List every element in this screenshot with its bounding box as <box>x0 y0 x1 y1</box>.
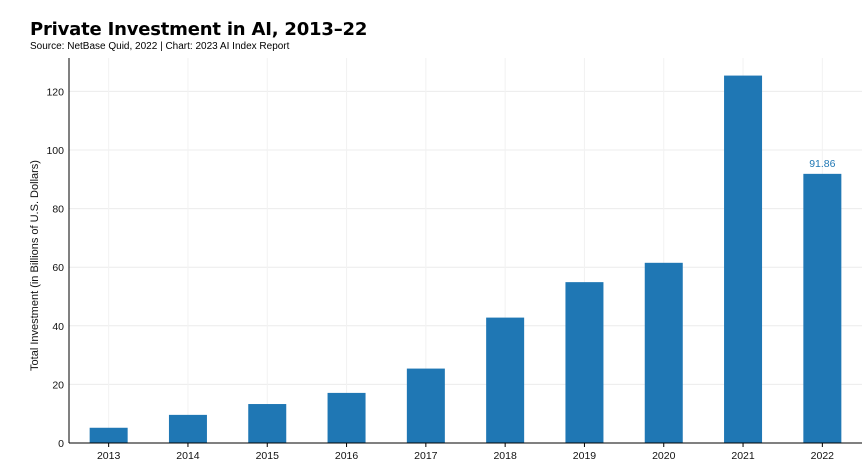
bar-2013 <box>89 427 128 443</box>
x-tick-label: 2013 <box>97 450 121 462</box>
x-tick-label: 2020 <box>652 450 676 462</box>
x-axis-ticks: 2013 2014 2015 2016 2017 2018 2019 2020 2021 2022 <box>97 443 834 462</box>
y-axis-label: Total Investment (in Billions of U.S. Do… <box>29 160 41 371</box>
bar-2016 <box>327 392 366 443</box>
x-tick-label: 2021 <box>731 450 755 462</box>
y-tick-label: 0 <box>58 438 64 450</box>
y-tick-label: 100 <box>46 145 64 157</box>
x-tick-label: 2019 <box>573 450 597 462</box>
bar-2014 <box>168 414 207 443</box>
x-tick-label: 2017 <box>414 450 438 462</box>
bar-2020 <box>644 262 683 443</box>
bar-2022 <box>803 173 842 443</box>
bar-2017 <box>406 368 445 443</box>
bars <box>89 75 842 443</box>
x-tick-label: 2018 <box>493 450 517 462</box>
chart-title: Private Investment in AI, 2013–22 <box>30 19 368 40</box>
y-tick-label: 120 <box>46 86 64 98</box>
bar-2021 <box>724 75 763 443</box>
chart-subtitle: Source: NetBase Quid, 2022 | Chart: 2023… <box>30 41 290 52</box>
data-labels: 91.86 <box>809 158 835 170</box>
bar-2019 <box>565 282 604 443</box>
data-label-2022: 91.86 <box>809 158 835 170</box>
x-tick-label: 2022 <box>811 450 835 462</box>
y-axis-ticks: 0 20 40 60 80 100 120 <box>46 86 64 450</box>
y-tick-label: 80 <box>52 204 64 216</box>
bar-2018 <box>486 317 525 443</box>
x-tick-label: 2015 <box>256 450 280 462</box>
y-tick-label: 20 <box>52 379 64 391</box>
bar-2015 <box>248 404 287 443</box>
x-tick-label: 2016 <box>335 450 359 462</box>
y-tick-label: 60 <box>52 262 64 274</box>
y-tick-label: 40 <box>52 321 64 333</box>
x-tick-label: 2014 <box>176 450 200 462</box>
